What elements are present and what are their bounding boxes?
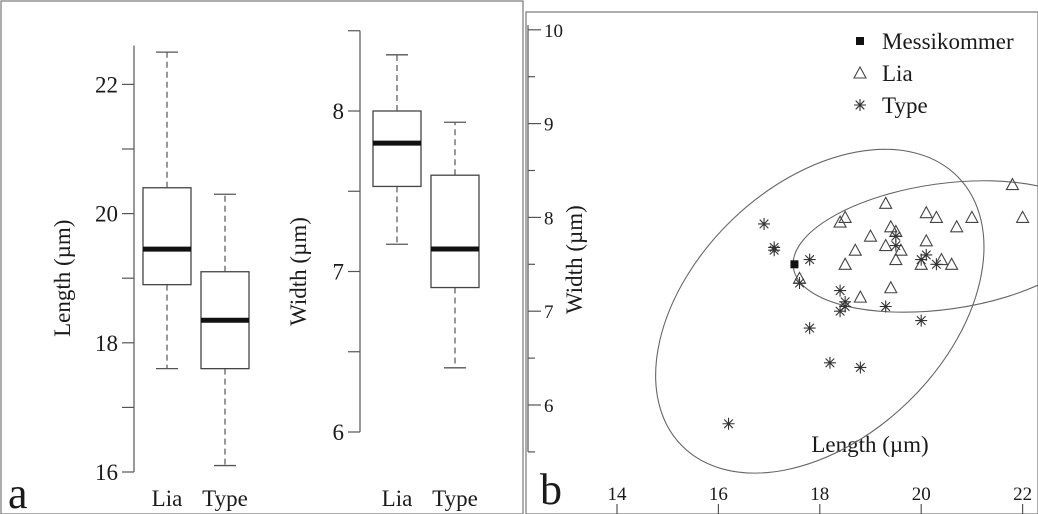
point-lia xyxy=(863,229,878,242)
point-lia xyxy=(929,210,944,223)
width-boxplot-y-tick-label: 6 xyxy=(333,420,345,445)
point-type xyxy=(889,239,902,252)
scatter-y-axis-label: Width (µm) xyxy=(562,205,587,314)
point-type xyxy=(758,217,771,230)
scatter-x-tick-label: 16 xyxy=(709,484,728,505)
scatter-x-tick-label: 14 xyxy=(608,484,628,505)
point-lia xyxy=(878,238,893,252)
ellipse-lia xyxy=(792,180,1038,313)
point-type xyxy=(768,241,781,254)
scatter-x-tick-label: 22 xyxy=(1013,484,1032,505)
length-boxplot-y-tick-label: 18 xyxy=(95,331,118,356)
point-lia xyxy=(888,252,903,266)
point-type xyxy=(854,361,867,374)
scatter-x-tick-label: 20 xyxy=(912,484,931,505)
length-boxplot-y-tick-label: 16 xyxy=(95,460,118,485)
point-type xyxy=(834,284,847,297)
scatter-y-tick-label: 8 xyxy=(544,208,554,229)
width-boxplot-category-label: Type xyxy=(432,486,478,511)
legend-label-lia: Lia xyxy=(882,61,913,86)
length-boxplot-y-axis-label: Length (µm) xyxy=(50,220,75,337)
point-lia xyxy=(949,219,964,233)
point-type xyxy=(793,277,806,290)
point-lia xyxy=(944,257,959,270)
scatter-y-tick-label: 10 xyxy=(544,21,563,42)
legend-label-type: Type xyxy=(882,93,928,118)
scatter-x-axis-label: Length (µm) xyxy=(811,432,928,457)
scatter-y-tick-label: 9 xyxy=(544,115,554,136)
point-type xyxy=(930,258,943,271)
width-boxplot-type-box xyxy=(430,174,480,289)
length-boxplot-category-label: Type xyxy=(202,486,248,511)
point-type xyxy=(803,253,816,266)
point-type xyxy=(823,356,836,369)
point-lia xyxy=(883,219,898,233)
point-lia xyxy=(919,205,934,219)
panel-b-frame xyxy=(525,11,1038,514)
length-boxplot-y-tick-label: 20 xyxy=(95,202,118,227)
point-type xyxy=(879,300,892,313)
legend-marker-lia xyxy=(853,65,867,79)
point-type xyxy=(920,248,933,261)
point-lia xyxy=(919,233,934,247)
scatter-x-tick-label: 18 xyxy=(810,484,829,505)
point-messikommer xyxy=(790,260,799,269)
point-type xyxy=(915,253,928,266)
point-lia xyxy=(914,257,929,270)
scatter-y-tick-label: 7 xyxy=(544,302,554,323)
point-lia xyxy=(883,280,898,294)
point-type xyxy=(839,295,852,308)
width-boxplot-y-tick-label: 7 xyxy=(333,260,345,285)
point-lia xyxy=(833,214,848,228)
length-boxplot-lia-box xyxy=(142,187,192,286)
point-lia xyxy=(853,289,868,303)
width-boxplot-y-tick-label: 8 xyxy=(333,99,345,124)
panel-b-letter: b xyxy=(540,465,562,514)
point-type xyxy=(889,230,902,243)
point-lia xyxy=(1015,210,1030,223)
panel-a: 16 18 20 22 Length (µm) Lia Type 6 7 8 Width (µm) L… xyxy=(50,30,480,511)
point-lia xyxy=(838,257,853,270)
panel-a-letter: a xyxy=(8,469,28,514)
point-type xyxy=(834,305,847,318)
legend-marker-type xyxy=(854,99,866,111)
length-boxplot-y-tick-label: 22 xyxy=(95,72,118,97)
legend-label-messikommer: Messikommer xyxy=(882,29,1014,54)
point-lia xyxy=(1005,177,1020,191)
ellipse-type xyxy=(655,148,985,474)
width-boxplot-lia-box xyxy=(372,110,422,188)
scatter-y-tick-label: 6 xyxy=(544,396,554,417)
width-boxplot-category-label: Lia xyxy=(382,486,413,511)
point-lia xyxy=(964,210,979,223)
point-lia xyxy=(878,196,893,209)
point-lia xyxy=(893,243,908,256)
length-boxplot-category-label: Lia xyxy=(152,486,183,511)
point-type xyxy=(722,417,735,430)
point-type xyxy=(915,314,928,327)
point-lia xyxy=(838,210,853,223)
legend-marker-messikommer xyxy=(856,37,864,45)
width-boxplot-y-axis-label: Width (µm) xyxy=(286,217,311,326)
point-type xyxy=(803,322,816,335)
panel-a-frame xyxy=(0,0,524,514)
point-lia xyxy=(848,243,863,256)
